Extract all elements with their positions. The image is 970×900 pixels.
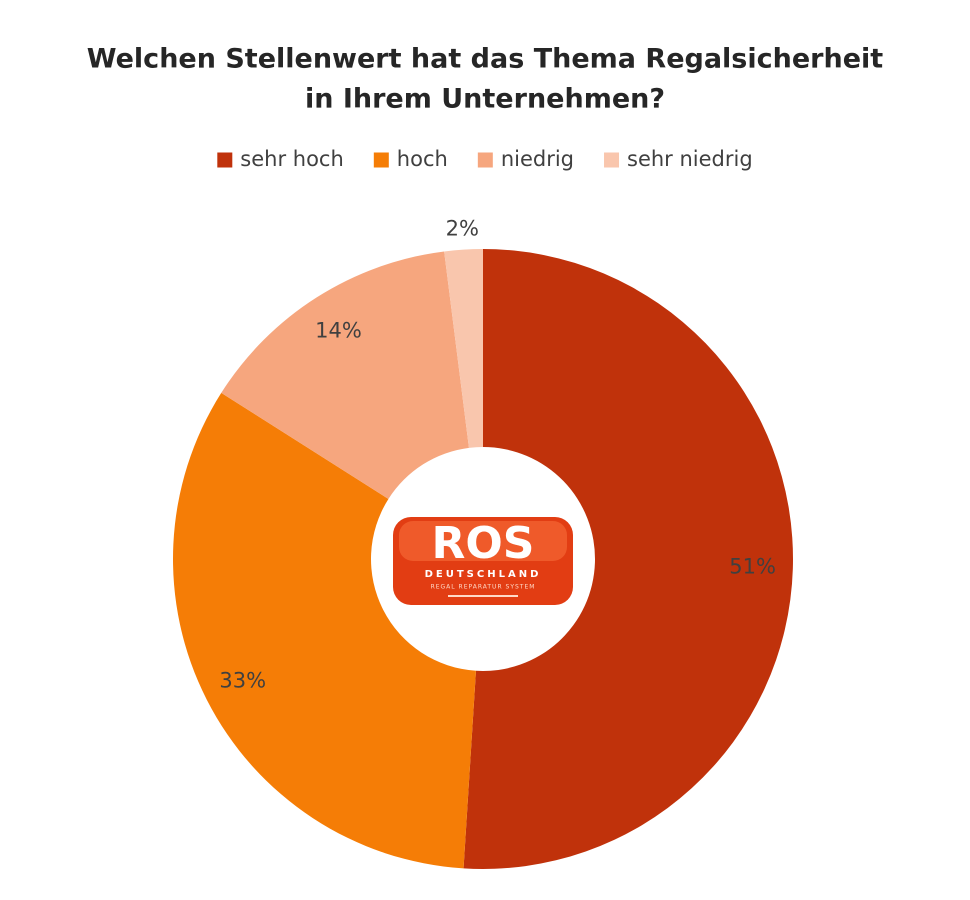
logo-badge-top <box>399 521 567 561</box>
chart-title: in Ihrem Unternehmen? <box>305 84 665 115</box>
legend-label: sehr hoch <box>240 147 344 171</box>
donut-slice <box>463 249 793 869</box>
data-label: 33% <box>219 668 266 692</box>
legend-label: sehr niedrig <box>627 147 753 171</box>
data-label: 2% <box>446 217 479 241</box>
legend-label: hoch <box>397 147 448 171</box>
logo-title: ROS <box>432 518 535 569</box>
data-label: 14% <box>315 318 362 342</box>
legend-label: niedrig <box>501 147 574 171</box>
data-label: 51% <box>729 554 776 578</box>
donut-slice <box>221 251 469 499</box>
legend-swatch <box>373 152 389 168</box>
legend-swatch <box>477 152 493 168</box>
logo-subtitle: DEUTSCHLAND <box>425 569 542 580</box>
logo-tagline: REGAL REPARATUR SYSTEM <box>431 584 536 591</box>
donut-slice <box>173 392 476 869</box>
donut-slice <box>444 249 483 448</box>
legend-swatch <box>217 152 233 168</box>
chart-title: Welchen Stellenwert hat das Thema Regals… <box>87 44 883 75</box>
legend-swatch <box>604 152 620 168</box>
